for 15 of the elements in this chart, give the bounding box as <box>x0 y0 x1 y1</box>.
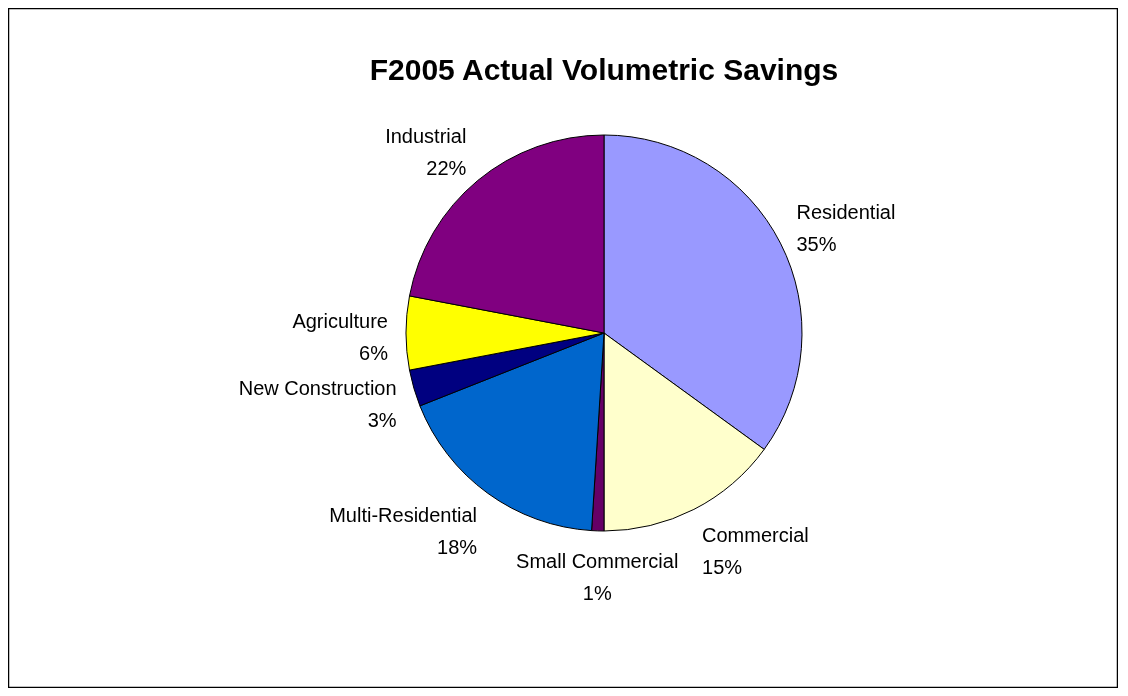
data-label: 6% <box>359 342 389 364</box>
data-label: 3% <box>367 408 397 431</box>
data-label: 1% <box>582 581 612 604</box>
data-label: 22% <box>426 157 467 180</box>
slice-label: Commercial <box>702 523 809 546</box>
slice-label: Agriculture <box>292 310 388 332</box>
slice-label: Small Commercial <box>516 549 679 572</box>
data-label: 18% <box>437 536 478 559</box>
data-label: 15% <box>702 555 743 578</box>
chart-title: F2005 Actual Volumetric Savings <box>369 53 839 86</box>
slice-label: Multi-Residential <box>329 504 478 527</box>
data-label: 35% <box>796 233 837 256</box>
slice-label: Industrial <box>385 125 467 148</box>
slice-label: New Construction <box>238 376 397 399</box>
slice-label: Residential <box>796 201 896 224</box>
